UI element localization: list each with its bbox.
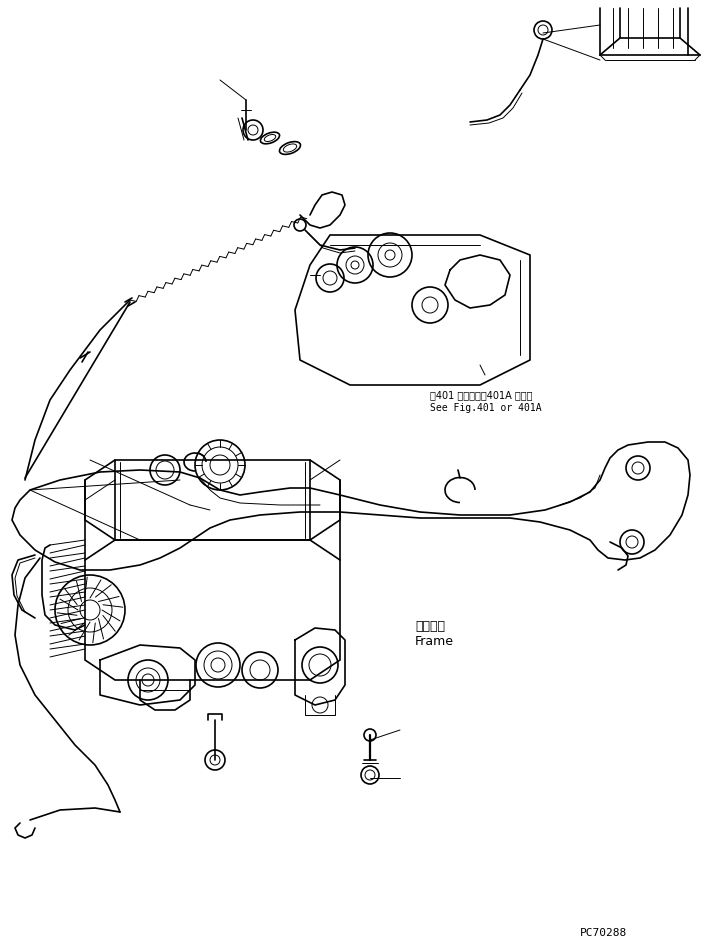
Text: See Fig.401 or 401A: See Fig.401 or 401A [430, 403, 541, 413]
Text: フレーム: フレーム [415, 620, 445, 633]
Text: Frame: Frame [415, 635, 454, 648]
Text: PC70288: PC70288 [580, 928, 627, 938]
Text: 第401 図または第401A 図参照: 第401 図または第401A 図参照 [430, 390, 533, 400]
